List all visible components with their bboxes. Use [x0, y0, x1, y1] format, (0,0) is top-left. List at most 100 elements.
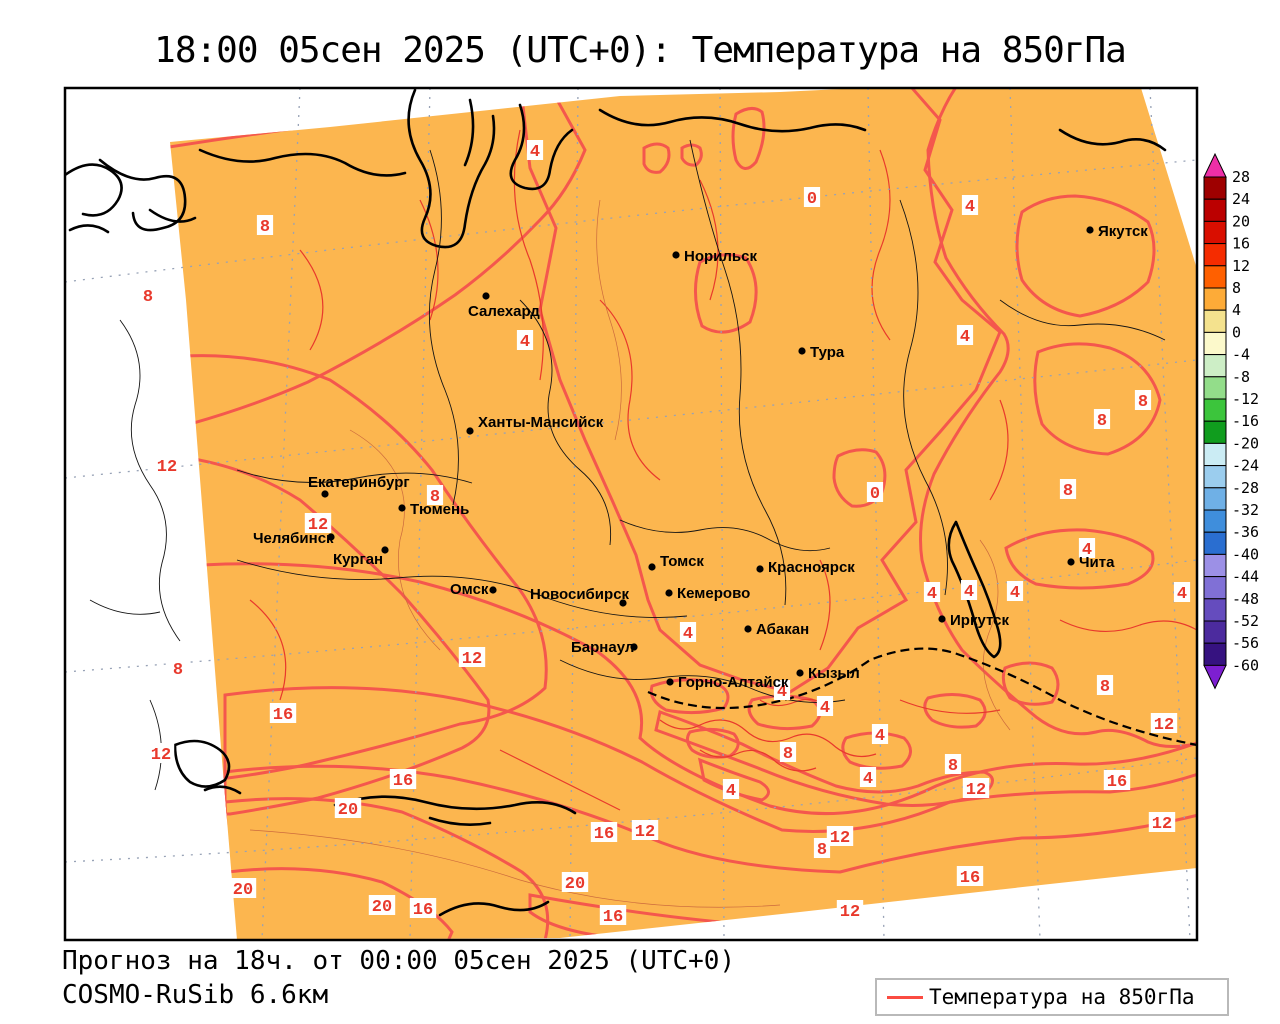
colorbar-tick-label: -56: [1232, 634, 1259, 652]
colorbar-cell: [1204, 288, 1226, 310]
city-label: Екатеринбург: [308, 474, 410, 491]
colorbar-tick-label: -32: [1232, 501, 1259, 519]
colorbar-cell: [1204, 643, 1226, 665]
colorbar-cell: [1204, 532, 1226, 554]
colorbar-tick-label: -52: [1232, 612, 1259, 630]
colorbar-tick-label: -4: [1232, 346, 1250, 364]
contour-label: 8: [1097, 412, 1107, 431]
colorbar-tick-label: -20: [1232, 434, 1259, 452]
city-label: Абакан: [756, 621, 809, 638]
contour-label: 20: [372, 898, 392, 917]
city-dot: [321, 490, 328, 497]
model-info: COSMO-RuSib 6.6км: [62, 980, 328, 1010]
city-label: Омск: [450, 581, 489, 598]
contour-label: 4: [820, 699, 830, 718]
colorbar-tick-label: 8: [1232, 279, 1241, 297]
colorbar-arrow-bottom: [1204, 665, 1226, 688]
contour-label: 16: [960, 869, 980, 888]
city-dot: [1086, 226, 1093, 233]
colorbar-tick-label: -36: [1232, 523, 1259, 541]
colorbar-tick-label: -8: [1232, 368, 1250, 386]
contour-label: 12: [1152, 815, 1172, 834]
colorbar-tick-label: -60: [1232, 656, 1259, 674]
city-label: Тюмень: [410, 501, 469, 518]
city-label: Норильск: [684, 248, 757, 265]
colorbar-tick-label: 16: [1232, 235, 1250, 253]
contour-label: 4: [875, 727, 885, 746]
city-label: Чита: [1079, 554, 1115, 571]
city-label: Барнаул: [571, 639, 634, 656]
contour-label: 12: [830, 829, 850, 848]
contour-label: 4: [927, 585, 937, 604]
legend-line-swatch: [887, 996, 923, 999]
contour-label: 8: [817, 841, 827, 860]
city-label: Кызыл: [808, 665, 860, 682]
contour-label: 4: [520, 333, 530, 352]
city-label: Челябинск: [253, 530, 334, 547]
contour-label: 20: [233, 881, 253, 900]
colorbar-tick-label: 0: [1232, 323, 1241, 341]
contour-label: 4: [683, 625, 693, 644]
contour-label: 4: [863, 770, 873, 789]
contour-label: 4: [1177, 585, 1187, 604]
contour-label: 4: [530, 143, 540, 162]
contour-label: 4: [726, 782, 736, 801]
contour-label: 16: [603, 908, 623, 927]
city-label: Ханты-Мансийск: [478, 414, 604, 431]
forecast-info: Прогноз на 18ч. от 00:00 05сен 2025 (UTC…: [62, 946, 735, 976]
contour-label: 12: [1154, 716, 1174, 735]
city-dot: [798, 347, 805, 354]
colorbar-cell: [1204, 577, 1226, 599]
weather-map-page: 18:00 05сен 2025 (UTC+0): Температура на…: [0, 0, 1280, 1024]
city-label: Салехард: [468, 303, 540, 320]
colorbar-cell: [1204, 488, 1226, 510]
contour-label: 4: [1010, 584, 1020, 603]
city-label: Новосибирск: [530, 586, 630, 603]
contour-label: 8: [173, 661, 183, 680]
colorbar-arrow-top: [1204, 154, 1226, 177]
colorbar-cell: [1204, 177, 1226, 199]
colorbar-tick-label: -16: [1232, 412, 1259, 430]
contour-label: 16: [413, 901, 433, 920]
colorbar-cell: [1204, 199, 1226, 221]
colorbar-cell: [1204, 399, 1226, 421]
legend-label: Температура на 850гПа: [929, 985, 1195, 1009]
colorbar-cell: [1204, 332, 1226, 354]
colorbar-cell: [1204, 266, 1226, 288]
colorbar-cell: [1204, 244, 1226, 266]
contour-label: 12: [635, 823, 655, 842]
city-dot: [666, 678, 673, 685]
contour-label: 8: [1100, 678, 1110, 697]
colorbar-tick-label: -24: [1232, 457, 1259, 475]
colorbar-tick-label: 4: [1232, 301, 1241, 319]
contour-label: 12: [966, 781, 986, 800]
contour-label: 20: [565, 875, 585, 894]
city-label: Иркутск: [950, 612, 1009, 629]
city-label: Курган: [333, 551, 383, 568]
colorbar-cell: [1204, 355, 1226, 377]
city-dot: [796, 669, 803, 676]
city-dot: [489, 586, 496, 593]
city-label: Тура: [810, 344, 845, 361]
city-dot: [1067, 558, 1074, 565]
contour-label: 4: [960, 328, 970, 347]
city-dot: [466, 427, 473, 434]
colorbar-tick-label: 24: [1232, 190, 1250, 208]
legend-box: Температура на 850гПа: [875, 978, 1229, 1016]
colorbar-tick-label: -48: [1232, 590, 1259, 608]
contour-label: 8: [948, 757, 958, 776]
city-dot: [482, 292, 489, 299]
contour-label: 16: [1107, 773, 1127, 792]
colorbar-tick-label: 28: [1232, 168, 1250, 186]
city-dot: [756, 565, 763, 572]
colorbar-tick-label: -44: [1232, 568, 1259, 586]
colorbar-tick-label: 12: [1232, 257, 1250, 275]
contour-label: 8: [1138, 393, 1148, 412]
colorbar-tick-label: 20: [1232, 212, 1250, 230]
city-label: Кемерово: [677, 585, 750, 602]
contour-label: 12: [151, 746, 171, 765]
colorbar-tick-label: -28: [1232, 479, 1259, 497]
city-label: Красноярск: [768, 559, 855, 576]
contour-label: 4: [965, 198, 975, 217]
contour-label: 0: [870, 485, 880, 504]
